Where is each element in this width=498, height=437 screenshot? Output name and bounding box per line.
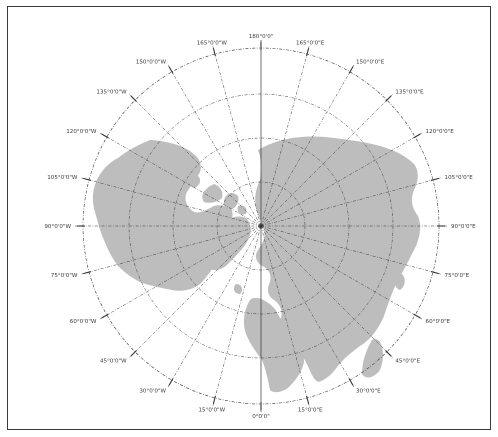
land-iceland bbox=[233, 284, 243, 294]
meridian-label: 90°0'0"W bbox=[44, 224, 71, 230]
meridian-line bbox=[167, 64, 262, 227]
meridian-tick bbox=[348, 66, 354, 74]
meridian-tick bbox=[168, 66, 174, 74]
meridian-label: 120°0'0"W bbox=[66, 129, 97, 135]
meridian-label: 90°0'0"E bbox=[451, 224, 476, 230]
meridian-line bbox=[167, 225, 262, 388]
land-europe-africa bbox=[243, 298, 304, 393]
meridian-tick bbox=[430, 271, 439, 275]
meridian-tick bbox=[306, 48, 310, 57]
land-east-asia-islands bbox=[395, 196, 409, 290]
graticule bbox=[75, 40, 447, 412]
meridian-tick bbox=[83, 177, 92, 181]
meridian-label: 105°0'0"E bbox=[445, 175, 474, 181]
meridian-label: 75°0'0"E bbox=[445, 273, 470, 279]
meridian-label: 120°0'0"E bbox=[426, 129, 455, 135]
meridian-line bbox=[81, 177, 262, 227]
meridian-line bbox=[81, 225, 262, 275]
land-masses bbox=[92, 136, 421, 393]
meridian-tick bbox=[385, 95, 392, 102]
meridian-label: 60°0'0"E bbox=[426, 319, 451, 325]
meridian-label: 15°0'0"E bbox=[298, 408, 323, 414]
meridian-tick bbox=[413, 313, 421, 319]
meridian-label: 15°0'0"W bbox=[198, 408, 225, 414]
meridian-labels: 180°0'0" 165°0'0"E 150°0'0"E 135°0'0"E 120°0… bbox=[44, 34, 476, 420]
meridian-line bbox=[260, 94, 393, 227]
meridian-line bbox=[99, 225, 262, 320]
meridian-line bbox=[99, 132, 262, 227]
meridian-label: 0°0'0" bbox=[252, 414, 270, 420]
meridian-tick bbox=[212, 48, 216, 57]
meridian-tick bbox=[168, 378, 174, 386]
meridian-tick bbox=[306, 395, 310, 404]
meridian-tick bbox=[348, 378, 354, 386]
meridian-line bbox=[260, 46, 310, 227]
meridian-label: 150°0'0"E bbox=[356, 59, 385, 65]
meridian-label: 150°0'0"W bbox=[136, 59, 167, 65]
meridian-label: 165°0'0"E bbox=[296, 40, 325, 46]
meridian-line bbox=[260, 225, 310, 406]
meridian-line bbox=[260, 225, 441, 275]
meridian-line bbox=[260, 177, 441, 227]
meridian-label: 30°0'0"W bbox=[139, 389, 166, 395]
meridian-label: 30°0'0"E bbox=[356, 389, 381, 395]
land-north-america bbox=[92, 140, 233, 291]
meridian-line bbox=[212, 46, 262, 227]
meridian-tick bbox=[385, 350, 392, 357]
land-eurasia bbox=[255, 136, 421, 382]
land-greenland bbox=[205, 216, 251, 271]
meridian-label: 45°0'0"W bbox=[100, 358, 127, 364]
meridian-tick bbox=[101, 133, 109, 139]
meridian-line bbox=[260, 225, 393, 358]
meridian-label: 45°0'0"E bbox=[395, 358, 420, 364]
meridian-tick bbox=[413, 133, 421, 139]
land-southeast-asia bbox=[362, 338, 383, 378]
meridian-tick bbox=[430, 177, 439, 181]
meridian-line bbox=[260, 225, 423, 320]
meridian-label: 135°0'0"W bbox=[96, 90, 127, 96]
meridian-label: 60°0'0"W bbox=[70, 319, 97, 325]
meridian-line bbox=[129, 94, 262, 227]
meridian-label: 180°0'0" bbox=[249, 34, 274, 40]
meridian-tick bbox=[130, 350, 137, 357]
meridian-line bbox=[260, 132, 423, 227]
land-arctic-islands bbox=[189, 176, 247, 215]
meridian-line bbox=[212, 225, 262, 406]
meridian-label: 165°0'0"W bbox=[197, 40, 228, 46]
meridian-tick bbox=[83, 271, 92, 275]
meridian-line bbox=[129, 225, 262, 358]
meridian-tick bbox=[101, 313, 109, 319]
meridian-tick bbox=[212, 395, 216, 404]
meridian-label: 105°0'0"W bbox=[47, 175, 78, 181]
meridian-label: 75°0'0"W bbox=[51, 273, 78, 279]
meridian-tick bbox=[130, 95, 137, 102]
land-scandinavia bbox=[269, 265, 291, 296]
meridian-line bbox=[260, 225, 355, 388]
meridian-label: 135°0'0"E bbox=[395, 90, 424, 96]
meridian-line bbox=[260, 64, 355, 227]
